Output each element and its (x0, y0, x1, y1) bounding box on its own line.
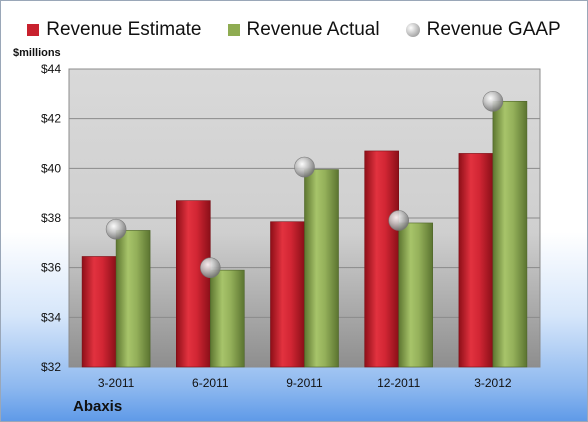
y-tick-label: $42 (41, 112, 61, 126)
bar-revenue-estimate (270, 221, 305, 368)
x-tick-label: 6-2011 (192, 376, 229, 390)
bar-revenue-actual (210, 269, 245, 368)
legend-swatch-gaap (405, 23, 420, 37)
legend-label-estimate: Revenue Estimate (46, 19, 202, 40)
bar-revenue-estimate (176, 200, 211, 368)
y-tick-label: $38 (41, 211, 61, 225)
point-revenue-gaap (388, 210, 410, 231)
point-revenue-gaap (200, 257, 221, 278)
bar-revenue-estimate (458, 153, 494, 368)
x-tick-label: 3-2012 (474, 376, 512, 390)
bar-revenue-estimate (364, 150, 400, 368)
legend: Revenue Estimate Revenue Actual Revenue … (1, 17, 587, 43)
legend-swatch-actual (227, 24, 240, 36)
bar-revenue-actual (492, 100, 528, 368)
legend-label-gaap: Revenue GAAP (426, 19, 561, 40)
point-revenue-gaap (482, 90, 504, 112)
x-tick-label: 12-2011 (377, 376, 420, 390)
legend-item-estimate: Revenue Estimate (27, 19, 202, 41)
bar-revenue-actual (398, 222, 434, 368)
y-tick-label: $34 (41, 310, 61, 324)
bar-revenue-estimate (81, 256, 117, 368)
x-tick-label: 9-2011 (286, 376, 323, 390)
x-tick-label: 3-2011 (98, 376, 135, 390)
y-tick-label: $32 (41, 360, 61, 374)
point-revenue-gaap (294, 156, 315, 178)
y-tick-label: $36 (41, 261, 61, 275)
legend-item-actual: Revenue Actual (227, 19, 380, 41)
bar-revenue-actual (304, 169, 339, 368)
y-axis-units-label: $millions (13, 47, 61, 59)
point-revenue-gaap (105, 218, 127, 240)
bar-revenue-actual (115, 230, 151, 368)
company-label: Abaxis (73, 398, 123, 415)
y-tick-label: $44 (41, 62, 61, 76)
legend-item-gaap: Revenue GAAP (405, 19, 561, 41)
legend-label-actual: Revenue Actual (246, 19, 380, 40)
y-tick-label: $40 (41, 161, 61, 175)
legend-swatch-estimate (27, 24, 40, 36)
